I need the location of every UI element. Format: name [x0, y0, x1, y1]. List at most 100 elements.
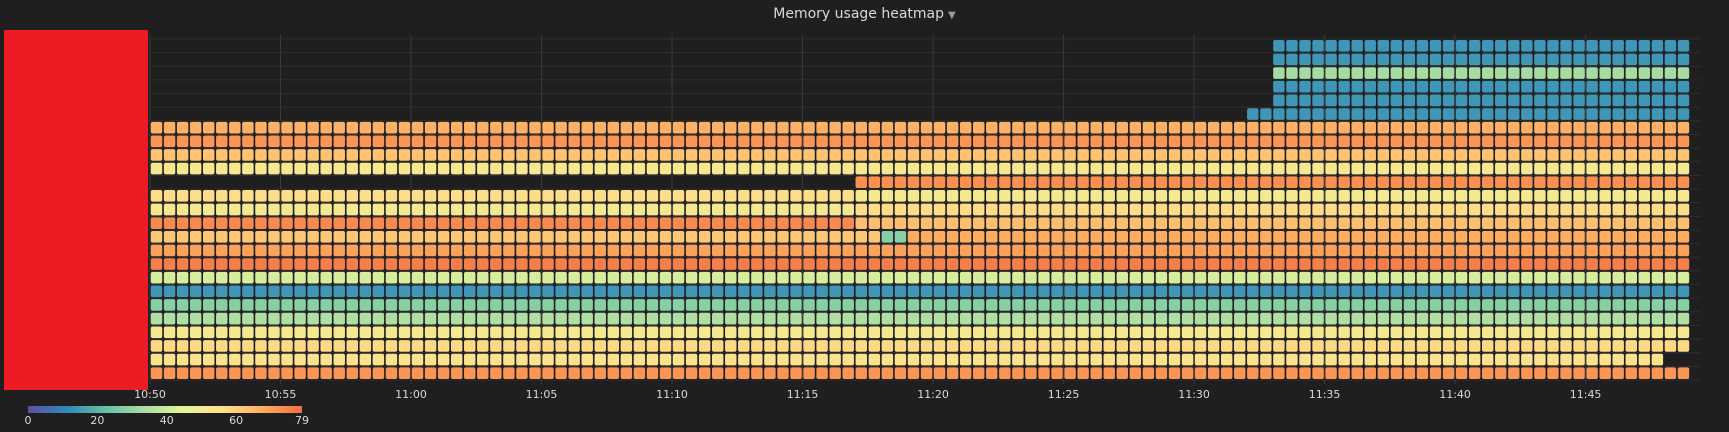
heatmap-cell[interactable]	[1377, 94, 1390, 107]
heatmap-cell[interactable]	[1234, 271, 1246, 284]
heatmap-cell[interactable]	[1560, 135, 1572, 148]
heatmap-cell[interactable]	[881, 121, 894, 134]
heatmap-cell[interactable]	[1077, 299, 1089, 311]
heatmap-cell[interactable]	[385, 340, 398, 352]
heatmap-cell[interactable]	[477, 162, 489, 175]
heatmap-cell[interactable]	[1442, 203, 1455, 216]
heatmap-cell[interactable]	[829, 326, 841, 339]
heatmap-cell[interactable]	[1416, 244, 1429, 257]
heatmap-cell[interactable]	[1077, 244, 1089, 257]
heatmap-cell[interactable]	[555, 285, 567, 298]
heatmap-cell[interactable]	[1038, 258, 1050, 270]
heatmap-cell[interactable]	[424, 340, 437, 352]
heatmap-cell[interactable]	[1234, 340, 1246, 352]
heatmap-cell[interactable]	[333, 217, 345, 229]
heatmap-cell[interactable]	[1416, 285, 1429, 298]
heatmap-cell[interactable]	[933, 271, 946, 284]
heatmap-cell[interactable]	[163, 258, 176, 270]
heatmap-cell[interactable]	[1273, 217, 1285, 229]
heatmap-cell[interactable]	[1403, 271, 1416, 284]
heatmap-cell[interactable]	[150, 312, 163, 325]
heatmap-cell[interactable]	[1247, 326, 1259, 339]
heatmap-cell[interactable]	[1468, 80, 1481, 93]
heatmap-cell[interactable]	[1012, 190, 1024, 202]
heatmap-cell[interactable]	[359, 326, 372, 339]
heatmap-cell[interactable]	[1129, 340, 1142, 352]
heatmap-cell[interactable]	[894, 340, 907, 352]
heatmap-cell[interactable]	[685, 121, 698, 134]
heatmap-cell[interactable]	[868, 326, 881, 339]
heatmap-cell[interactable]	[1651, 326, 1664, 339]
heatmap-cell[interactable]	[620, 299, 633, 311]
heatmap-cell[interactable]	[842, 162, 854, 175]
heatmap-cell[interactable]	[790, 367, 802, 379]
heatmap-cell[interactable]	[1481, 162, 1494, 175]
heatmap-cell[interactable]	[1103, 217, 1115, 229]
heatmap-cell[interactable]	[933, 312, 946, 325]
heatmap-cell[interactable]	[242, 312, 254, 325]
heatmap-cell[interactable]	[659, 244, 672, 257]
heatmap-cell[interactable]	[346, 271, 359, 284]
heatmap-cell[interactable]	[1077, 285, 1089, 298]
heatmap-cell[interactable]	[646, 258, 659, 270]
heatmap-cell[interactable]	[685, 244, 698, 257]
heatmap-cell[interactable]	[1599, 367, 1611, 379]
heatmap-cell[interactable]	[1403, 190, 1416, 202]
heatmap-cell[interactable]	[1508, 312, 1520, 325]
heatmap-cell[interactable]	[1142, 162, 1155, 175]
heatmap-cell[interactable]	[346, 367, 359, 379]
heatmap-cell[interactable]	[1299, 312, 1311, 325]
heatmap-cell[interactable]	[242, 353, 254, 366]
heatmap-cell[interactable]	[1260, 190, 1272, 202]
heatmap-cell[interactable]	[1416, 176, 1429, 189]
heatmap-cell[interactable]	[1025, 135, 1037, 148]
heatmap-cell[interactable]	[620, 353, 633, 366]
heatmap-cell[interactable]	[229, 203, 241, 216]
heatmap-cell[interactable]	[229, 244, 241, 257]
heatmap-cell[interactable]	[1455, 40, 1468, 52]
heatmap-cell[interactable]	[933, 285, 946, 298]
heatmap-cell[interactable]	[1234, 353, 1246, 366]
heatmap-cell[interactable]	[203, 312, 215, 325]
heatmap-cell[interactable]	[359, 367, 372, 379]
heatmap-cell[interactable]	[1495, 367, 1507, 379]
heatmap-cell[interactable]	[1416, 149, 1429, 161]
heatmap-cell[interactable]	[1586, 135, 1598, 148]
heatmap-cell[interactable]	[150, 135, 163, 148]
heatmap-cell[interactable]	[1481, 340, 1494, 352]
heatmap-cell[interactable]	[555, 135, 567, 148]
heatmap-cell[interactable]	[685, 340, 698, 352]
heatmap-cell[interactable]	[1455, 285, 1468, 298]
heatmap-cell[interactable]	[1103, 312, 1115, 325]
heatmap-cell[interactable]	[163, 326, 176, 339]
heatmap-cell[interactable]	[581, 121, 593, 134]
heatmap-cell[interactable]	[594, 271, 606, 284]
heatmap-cell[interactable]	[946, 230, 959, 243]
heatmap-cell[interactable]	[1495, 135, 1507, 148]
heatmap-cell[interactable]	[633, 162, 646, 175]
heatmap-cell[interactable]	[1247, 162, 1259, 175]
heatmap-cell[interactable]	[1495, 176, 1507, 189]
heatmap-cell[interactable]	[1273, 67, 1285, 79]
heatmap-cell[interactable]	[372, 135, 385, 148]
heatmap-cell[interactable]	[411, 271, 424, 284]
heatmap-cell[interactable]	[920, 203, 933, 216]
heatmap-cell[interactable]	[1351, 326, 1363, 339]
heatmap-cell[interactable]	[698, 162, 711, 175]
heatmap-cell[interactable]	[581, 271, 593, 284]
heatmap-cell[interactable]	[868, 299, 881, 311]
heatmap-cell[interactable]	[1403, 340, 1416, 352]
heatmap-cell[interactable]	[1612, 312, 1624, 325]
heatmap-cell[interactable]	[1299, 244, 1311, 257]
heatmap-cell[interactable]	[346, 299, 359, 311]
heatmap-cell[interactable]	[477, 244, 489, 257]
heatmap-cell[interactable]	[176, 258, 189, 270]
heatmap-cell[interactable]	[1090, 217, 1102, 229]
heatmap-cell[interactable]	[1651, 53, 1664, 66]
heatmap-cell[interactable]	[529, 121, 541, 134]
heatmap-cell[interactable]	[829, 258, 841, 270]
heatmap-cell[interactable]	[555, 217, 567, 229]
heatmap-cell[interactable]	[1325, 299, 1337, 311]
heatmap-cell[interactable]	[1299, 367, 1311, 379]
heatmap-cell[interactable]	[1025, 217, 1037, 229]
